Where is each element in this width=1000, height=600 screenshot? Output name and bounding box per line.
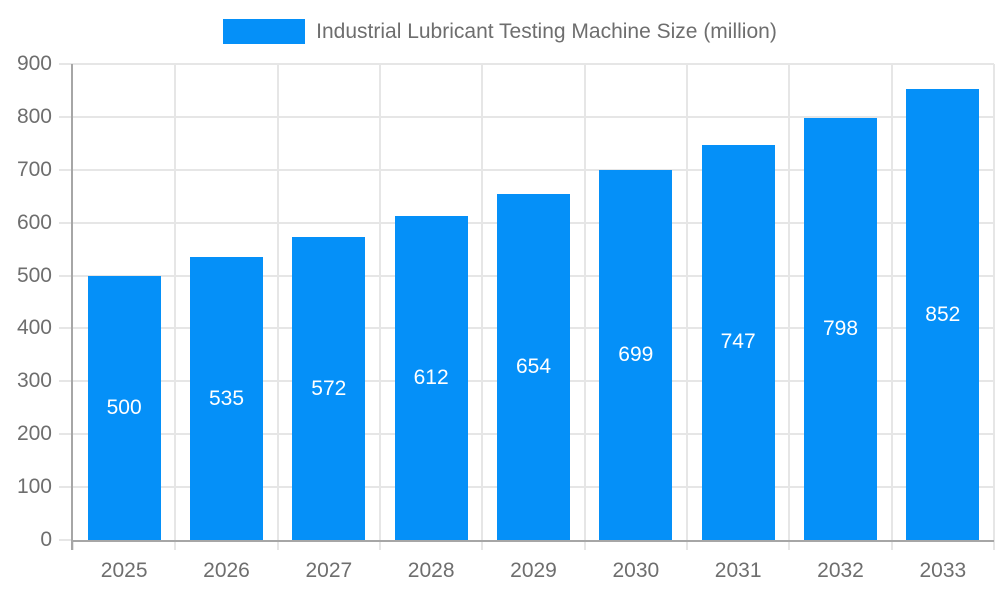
legend-item[interactable]: Industrial Lubricant Testing Machine Siz… xyxy=(0,19,1000,44)
x-axis-tick xyxy=(890,540,893,550)
x-axis-tick xyxy=(686,540,688,550)
x-tick-label: 2033 xyxy=(919,559,967,582)
bar[interactable] xyxy=(599,170,673,540)
gridline-vertical xyxy=(174,64,177,540)
gridline-horizontal xyxy=(73,63,994,65)
x-tick-label: 2028 xyxy=(407,559,455,582)
gridline-vertical xyxy=(993,64,995,540)
x-tick-label: 2025 xyxy=(100,559,148,582)
y-tick-label: 0 xyxy=(40,528,52,551)
legend-swatch xyxy=(223,19,306,44)
y-axis-tick xyxy=(59,168,73,171)
gridline-vertical xyxy=(890,64,893,540)
y-axis-line xyxy=(71,64,73,550)
gridline-vertical xyxy=(481,64,484,540)
x-tick-label: 2031 xyxy=(714,559,762,582)
x-axis-tick xyxy=(788,540,791,550)
y-axis-tick xyxy=(59,63,73,65)
x-axis-tick xyxy=(174,540,177,550)
x-axis-tick xyxy=(481,540,484,550)
bar[interactable] xyxy=(190,257,263,540)
bar[interactable] xyxy=(804,117,877,540)
x-tick-label: 2030 xyxy=(612,559,660,582)
x-axis-line xyxy=(73,540,994,542)
y-tick-label: 700 xyxy=(16,157,52,181)
y-tick-label: 400 xyxy=(16,316,52,340)
y-axis-tick xyxy=(59,221,73,224)
gridline-vertical xyxy=(686,64,688,540)
legend-label: Industrial Lubricant Testing Machine Siz… xyxy=(316,20,777,43)
gridline-horizontal xyxy=(73,168,994,171)
y-axis-tick xyxy=(59,539,73,541)
gridline-vertical xyxy=(276,64,279,540)
x-tick-label: 2029 xyxy=(510,559,557,582)
y-axis-tick xyxy=(59,115,73,118)
y-tick-label: 600 xyxy=(16,210,52,234)
gridline-horizontal xyxy=(73,115,994,118)
bar[interactable] xyxy=(292,237,366,540)
x-tick-label: 2032 xyxy=(817,559,864,582)
bar[interactable] xyxy=(87,275,161,540)
x-axis-tick xyxy=(72,540,74,550)
x-axis-tick xyxy=(583,540,586,550)
bar[interactable] xyxy=(497,194,570,540)
y-axis-tick xyxy=(59,380,73,383)
bar[interactable] xyxy=(701,144,775,540)
x-tick-label: 2026 xyxy=(203,559,250,582)
y-tick-label: 900 xyxy=(16,52,52,75)
gridline-vertical xyxy=(583,64,586,540)
x-axis-tick xyxy=(993,540,995,550)
y-tick-label: 100 xyxy=(16,475,52,499)
y-tick-label: 500 xyxy=(16,263,52,287)
y-axis-tick xyxy=(59,274,73,277)
y-tick-label: 300 xyxy=(16,369,52,393)
gridline-vertical xyxy=(788,64,791,540)
y-axis-tick xyxy=(59,433,73,436)
plot-area: 500 535 572 612 654 699 747 798 852 xyxy=(71,63,995,550)
y-tick-label: 200 xyxy=(16,422,52,446)
x-tick-label: 2027 xyxy=(305,559,353,582)
y-axis-tick xyxy=(59,327,73,330)
y-tick-label: 800 xyxy=(16,104,52,128)
bar[interactable] xyxy=(906,89,980,540)
y-axis-tick xyxy=(59,486,73,489)
x-axis-tick xyxy=(379,540,381,550)
bar[interactable] xyxy=(394,216,468,540)
gridline-vertical xyxy=(379,64,381,540)
x-axis-tick xyxy=(276,540,279,550)
